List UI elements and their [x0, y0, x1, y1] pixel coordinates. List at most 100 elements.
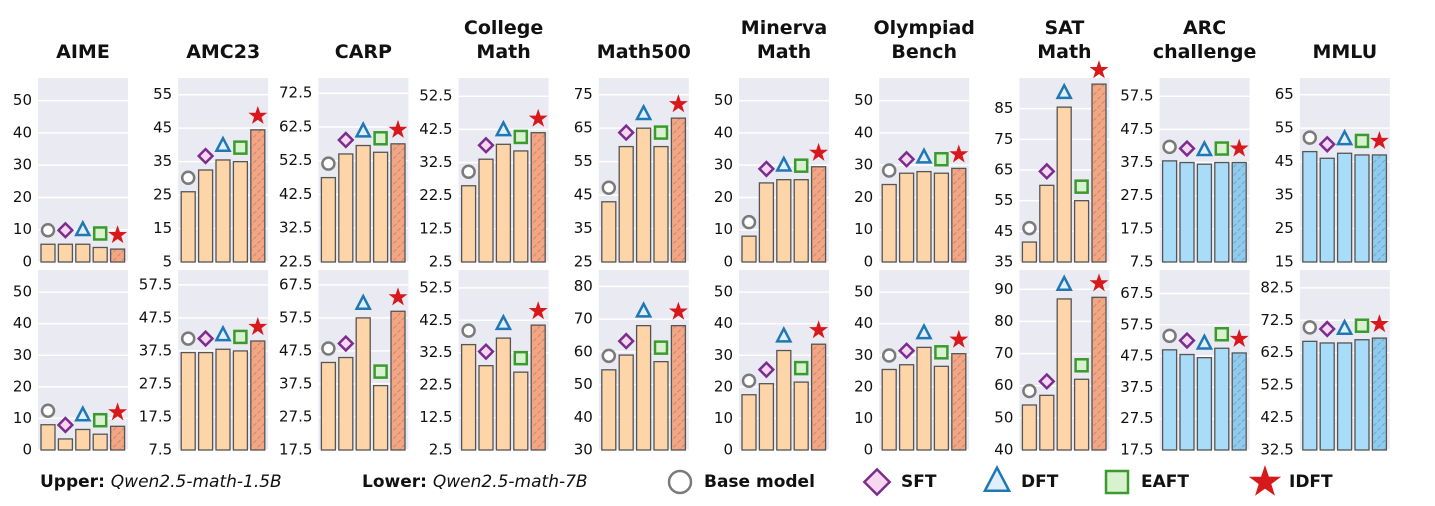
marker [108, 402, 128, 421]
y-tick-label: 55 [1275, 119, 1294, 137]
marker [74, 219, 92, 237]
marker [1214, 327, 1230, 342]
bar [933, 365, 950, 451]
marker [601, 348, 617, 364]
marker [653, 125, 669, 140]
marker [634, 103, 653, 121]
y-tick-label: 37.5 [1120, 153, 1153, 171]
marker [809, 142, 829, 161]
y-tick-label: 57.5 [139, 275, 172, 293]
marker [528, 301, 548, 320]
y-tick-label: 35 [994, 253, 1013, 271]
y-tick-label: 7.5 [148, 441, 172, 459]
marker [321, 156, 336, 171]
y-tick-label: 72.5 [279, 84, 312, 102]
y-tick-label: 15 [153, 219, 172, 237]
marker [337, 334, 355, 353]
y-tick-label: 5 [163, 253, 173, 271]
bar [898, 172, 915, 263]
y-tick-label: 27.5 [1120, 186, 1153, 204]
marker [1195, 333, 1214, 350]
y-tick-label: 60 [574, 342, 593, 360]
row-label: Lower: Qwen2.5-math-7B [362, 472, 588, 492]
marker [1089, 273, 1109, 292]
marker [668, 94, 688, 113]
marker [617, 332, 635, 350]
y-tick-label: 2.5 [429, 441, 453, 459]
row-label-model: Qwen2.5-math-1.5B [111, 472, 282, 492]
marker [653, 340, 669, 355]
y-tick-label: 35 [574, 219, 593, 237]
y-tick-label: 37.5 [279, 374, 312, 392]
plot-background [38, 270, 128, 450]
y-tick-label: 57.5 [1120, 315, 1153, 333]
y-tick-label: 42.5 [279, 185, 312, 203]
bar-hatch [951, 353, 966, 450]
y-tick-label: 50 [854, 283, 873, 301]
bar-hatch [1232, 162, 1247, 262]
marker [92, 226, 108, 241]
y-tick-label: 17.5 [279, 441, 312, 459]
bar-hatch [1092, 84, 1106, 262]
y-tick-label: 15 [1275, 253, 1294, 271]
marker [528, 108, 548, 127]
marker [337, 131, 355, 149]
y-tick-label: 30 [854, 156, 873, 174]
marker [354, 121, 372, 138]
y-tick-label: 55 [153, 85, 172, 103]
bar [1073, 200, 1090, 263]
marker [934, 345, 949, 360]
bar [933, 172, 950, 263]
bar [197, 169, 214, 263]
y-tick-label: 57.5 [279, 308, 312, 326]
marker [775, 155, 793, 172]
y-tick-label: 47.5 [279, 341, 312, 359]
y-tick-label: 65 [1275, 85, 1294, 103]
bar [1319, 342, 1335, 451]
marker [1162, 328, 1177, 344]
y-tick-label: 50 [714, 283, 733, 301]
bar [793, 179, 809, 263]
bar [460, 185, 477, 263]
marker [1055, 82, 1073, 100]
marker [793, 158, 809, 173]
subplot-title: AIME [56, 41, 110, 63]
bar [372, 384, 389, 451]
y-tick-label: 22.5 [419, 376, 452, 394]
marker [233, 140, 248, 155]
y-tick-label: 42.5 [419, 311, 452, 329]
y-tick-label: 45 [1275, 152, 1294, 170]
y-tick-label: 35 [1275, 186, 1294, 204]
bar-hatch [671, 118, 686, 263]
y-tick-label: 67.5 [1120, 284, 1153, 302]
marker [617, 123, 635, 142]
y-tick-label: 67.5 [279, 275, 312, 293]
y-tick-label: 75 [574, 85, 593, 103]
y-tick-label: 75 [994, 130, 1013, 148]
y-tick-label: 25 [153, 186, 172, 204]
bar [1021, 241, 1038, 263]
bar-hatch [250, 341, 265, 450]
y-tick-label: 0 [22, 253, 32, 271]
bar [460, 343, 477, 451]
bar [355, 144, 371, 263]
y-tick-label: 70 [574, 310, 593, 328]
y-tick-label: 47.5 [139, 308, 172, 326]
bar [338, 153, 354, 263]
y-tick-label: 2.5 [429, 253, 453, 271]
y-tick-label: 32.5 [279, 219, 312, 237]
bar [372, 151, 389, 263]
y-tick-label: 0 [22, 441, 32, 459]
y-tick-label: 55 [994, 191, 1013, 209]
y-tick-label: 85 [994, 99, 1013, 117]
marker [1354, 318, 1370, 333]
y-tick-label: 57.5 [1120, 87, 1153, 105]
bar [1021, 404, 1038, 451]
y-tick-label: 27.5 [279, 407, 312, 425]
marker [915, 322, 933, 340]
marker [373, 364, 388, 379]
bar [776, 179, 792, 263]
bar [338, 356, 354, 451]
y-tick-label: 25 [1275, 219, 1294, 237]
y-tick-label: 30 [714, 156, 733, 174]
